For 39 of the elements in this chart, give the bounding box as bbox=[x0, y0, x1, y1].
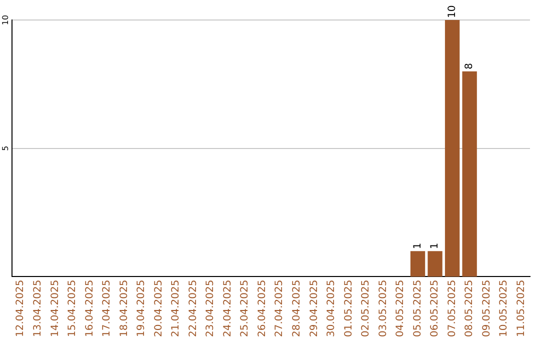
x-tick-label: 24.04.2025 bbox=[222, 280, 234, 338]
x-tick-label: 01.05.2025 bbox=[343, 280, 354, 338]
y-tick-label: 5 bbox=[1, 146, 10, 151]
bar bbox=[428, 251, 442, 277]
x-tick-label: 20.04.2025 bbox=[153, 280, 164, 338]
x-tick-label: 05.05.2025 bbox=[412, 280, 424, 338]
x-tick-label: 16.04.2025 bbox=[84, 280, 96, 338]
x-tick-label: 12.04.2025 bbox=[15, 280, 26, 338]
x-tick-label: 19.04.2025 bbox=[136, 280, 148, 338]
x-tick-label: 13.04.2025 bbox=[32, 280, 44, 338]
x-tick-label: 27.04.2025 bbox=[274, 280, 286, 338]
x-tick-label: 07.05.2025 bbox=[446, 280, 458, 338]
x-tick-label: 22.04.2025 bbox=[188, 280, 199, 338]
x-tick-label: 18.04.2025 bbox=[118, 280, 130, 338]
x-tick-label: 25.04.2025 bbox=[240, 280, 251, 338]
x-tick-label: 02.05.2025 bbox=[360, 280, 372, 338]
x-tick-label: 28.04.2025 bbox=[291, 280, 302, 338]
data-label: 1 bbox=[412, 242, 424, 250]
data-label: 8 bbox=[464, 62, 476, 70]
x-tick-label: 29.04.2025 bbox=[308, 280, 320, 338]
bar bbox=[444, 20, 460, 277]
x-tick-label: 11.05.2025 bbox=[516, 280, 527, 338]
x-tick-label: 17.04.2025 bbox=[102, 280, 113, 338]
x-tick-label: 04.05.2025 bbox=[395, 280, 406, 338]
x-tick-label: 15.04.2025 bbox=[67, 280, 78, 338]
bar bbox=[462, 71, 477, 277]
x-tick-label: 21.04.2025 bbox=[170, 280, 182, 338]
x-tick-label: 26.04.2025 bbox=[256, 280, 268, 338]
x-tick-label: 09.05.2025 bbox=[481, 280, 492, 338]
x-tick-label: 08.05.2025 bbox=[464, 280, 476, 338]
x-tick-label: 30.04.2025 bbox=[326, 280, 338, 338]
x-tick-label: 23.04.2025 bbox=[205, 280, 216, 338]
x-tick-label: 03.05.2025 bbox=[378, 280, 389, 338]
x-tick-label: 06.05.2025 bbox=[430, 280, 441, 338]
x-tick-label: 14.04.2025 bbox=[50, 280, 61, 338]
data-label: 1 bbox=[430, 242, 441, 250]
x-tick-label: 10.05.2025 bbox=[498, 280, 510, 338]
bar bbox=[410, 251, 426, 277]
data-label: 10 bbox=[446, 5, 458, 18]
